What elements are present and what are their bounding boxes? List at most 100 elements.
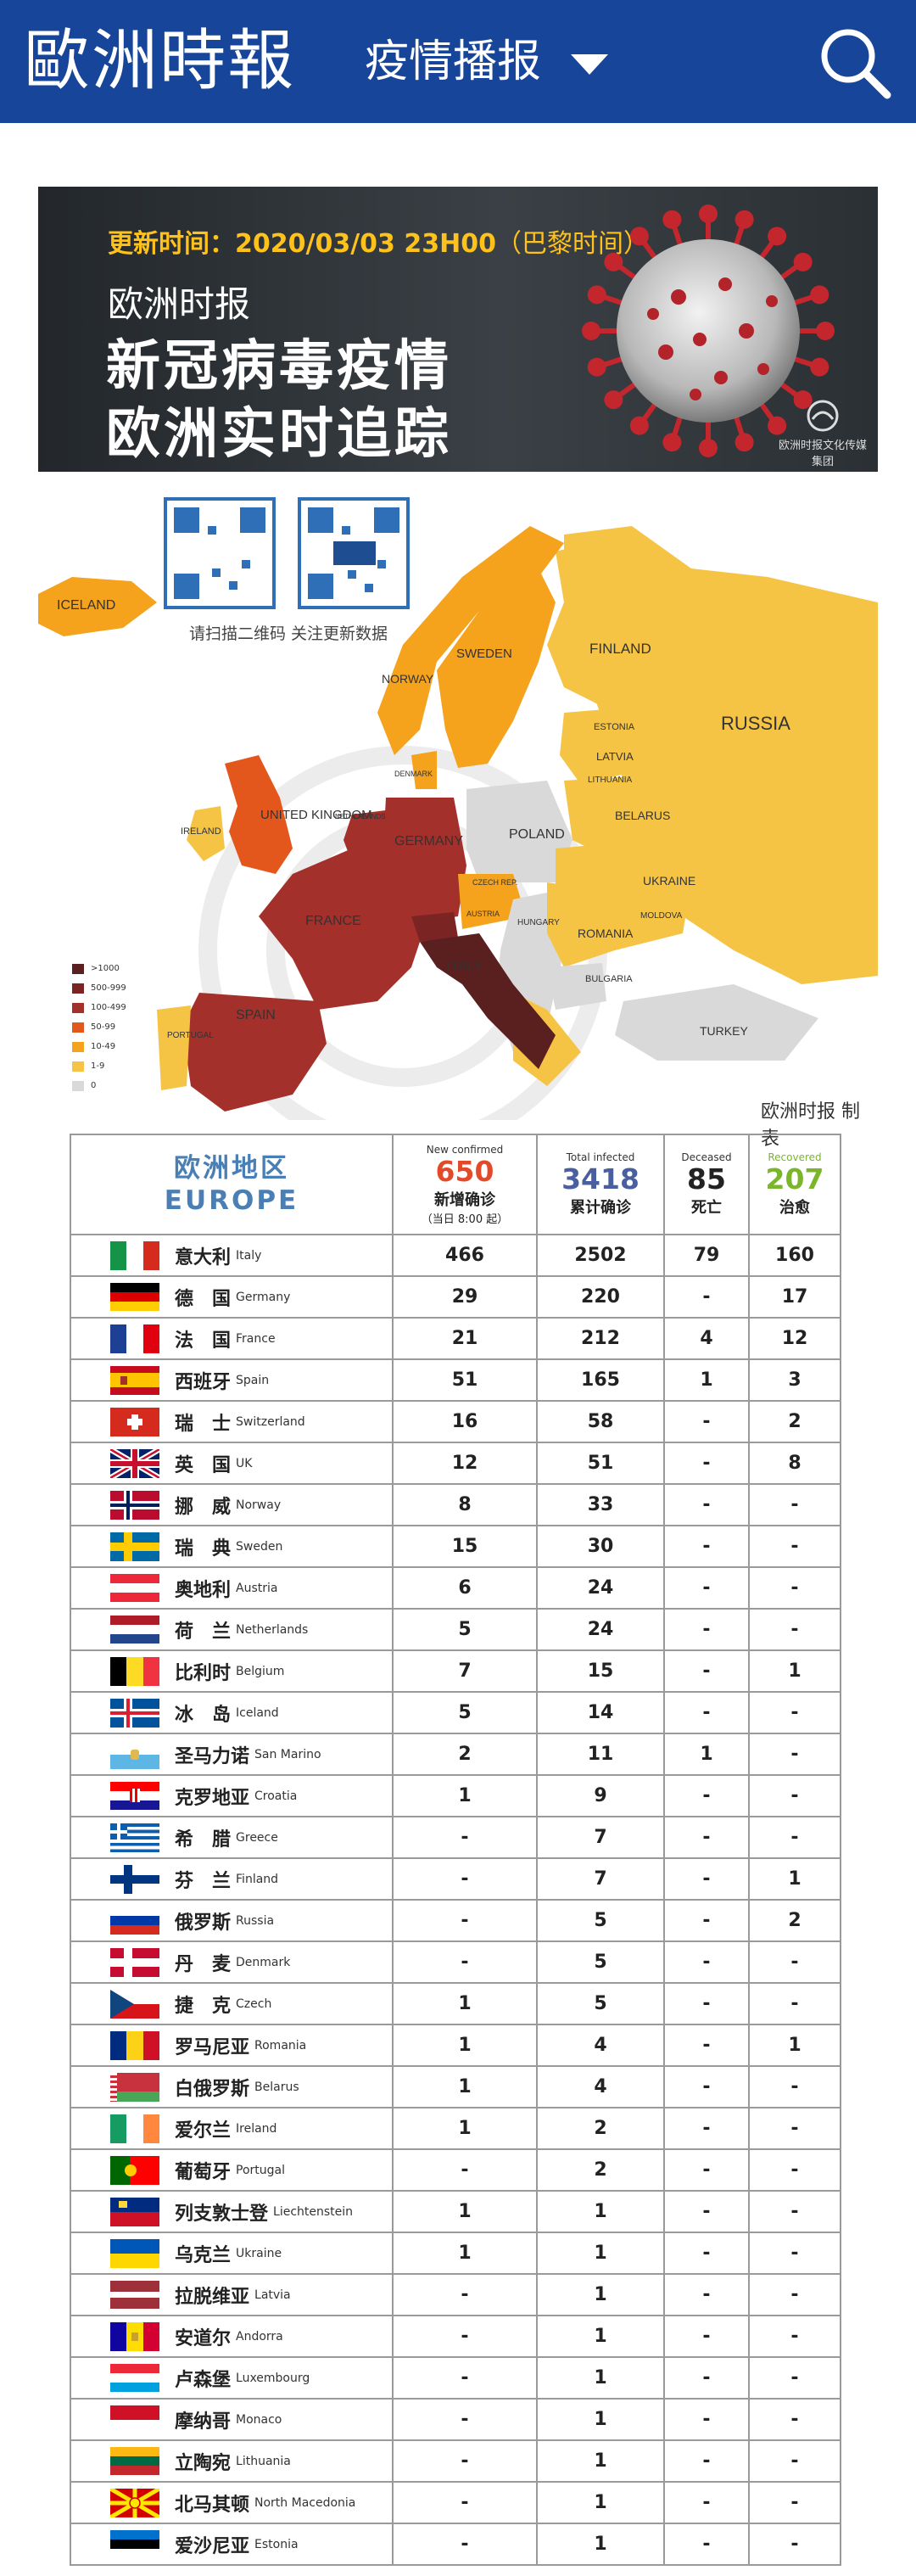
map-label-finland: FINLAND xyxy=(589,641,651,657)
country-cell: 意大利 Italy xyxy=(70,1234,394,1277)
flag-no-icon xyxy=(110,1490,159,1520)
map-label-poland: POLAND xyxy=(509,827,565,842)
legend-item: 0 xyxy=(72,1076,126,1095)
recovered-value: - xyxy=(748,2190,841,2233)
deceased-value: - xyxy=(663,2523,750,2566)
total-infected-value: 1 xyxy=(536,2356,665,2400)
country-name-en: Iceland xyxy=(236,1705,279,1720)
site-logo[interactable]: 歐洲時報 xyxy=(24,23,296,99)
country-name-cn: 奥地利 xyxy=(175,1579,232,1601)
new-confirmed-value: - xyxy=(392,2398,538,2441)
publisher-logo-icon xyxy=(807,400,839,432)
deceased-value: - xyxy=(663,1275,750,1319)
new-confirmed-value: 1 xyxy=(392,1774,538,1817)
flag-sm-icon xyxy=(110,1739,159,1769)
country-cell: 比利时 Belgium xyxy=(70,1649,394,1693)
country-name-cn: 捷 克 xyxy=(175,1995,232,2017)
recovered-value: - xyxy=(748,2481,841,2524)
new-confirmed-value: 29 xyxy=(392,1275,538,1319)
legend-swatch xyxy=(72,983,84,994)
table-row: 白俄罗斯 Belarus 1 4- - xyxy=(70,2065,841,2108)
flag-ch-icon xyxy=(110,1407,159,1436)
total-infected-value: 9 xyxy=(536,1774,665,1817)
table-row: 乌克兰 Ukraine 1 1- - xyxy=(70,2232,841,2275)
recovered-value: - xyxy=(748,2107,841,2150)
virus-illustration xyxy=(582,204,835,457)
recovered-value: 160 xyxy=(748,1234,841,1277)
table-row: 列支敦士登 Liechtenstein 1 1- - xyxy=(70,2190,841,2233)
flag-mk-icon xyxy=(110,2488,159,2517)
total-infected-value: 51 xyxy=(536,1442,665,1485)
map-legend: >1000 500-999 100-499 50-99 10-49 1-9 0 xyxy=(72,959,126,1095)
country-name-en: France xyxy=(236,1331,276,1346)
recovered-value: 8 xyxy=(748,1442,841,1485)
total-infected-value: 14 xyxy=(536,1691,665,1734)
country-cell: 罗马尼亚 Romania xyxy=(70,2024,394,2067)
recovered-value: - xyxy=(748,2398,841,2441)
total-infected-value: 1 xyxy=(536,2439,665,2483)
flag-es-icon xyxy=(110,1365,159,1395)
table-row: 俄罗斯 Russia -5-2 xyxy=(70,1899,841,1942)
recovered-value: 1 xyxy=(748,1857,841,1901)
chevron-down-icon xyxy=(570,54,608,75)
flag-be-icon xyxy=(110,1656,159,1686)
total-infected-value: 4 xyxy=(536,2024,665,2067)
new-confirmed-value: 16 xyxy=(392,1400,538,1443)
total-infected-value: 1 xyxy=(536,2190,665,2233)
flag-cz-icon xyxy=(110,1989,159,2019)
deceased-value: - xyxy=(663,1483,750,1526)
country-name-cn: 卢森堡 xyxy=(175,2369,232,2391)
deceased-value: - xyxy=(663,2273,750,2316)
flag-nl-icon xyxy=(110,1615,159,1644)
recovered-value: 1 xyxy=(748,2024,841,2067)
country-cell: 法 国 France xyxy=(70,1317,394,1360)
deceased-value: - xyxy=(663,1899,750,1942)
country-name-en: Luxembourg xyxy=(236,2371,310,2385)
country-name-en: Ukraine xyxy=(236,2246,282,2260)
table-row: 拉脱维亚 Latvia -1- - xyxy=(70,2273,841,2316)
recovered-value: - xyxy=(748,2273,841,2316)
country-cell: 瑞 典 Sweden xyxy=(70,1525,394,1568)
country-name-en: Portugal xyxy=(236,2163,285,2177)
deceased-value: - xyxy=(663,1940,750,1984)
country-name-en: North Macedonia xyxy=(254,2495,356,2510)
new-confirmed-value: - xyxy=(392,2273,538,2316)
new-confirmed-value: 1 xyxy=(392,2232,538,2275)
table-row: 瑞 士 Switzerland 16 58-2 xyxy=(70,1400,841,1443)
europe-map-graphic: ICELAND NORWAY SWEDEN FINLAND RUSSIA EST… xyxy=(38,497,878,1120)
table-row: 爱沙尼亚 Estonia -1- - xyxy=(70,2523,841,2566)
table-row: 爱尔兰 Ireland 1 2- - xyxy=(70,2107,841,2150)
recovered-value: - xyxy=(748,1982,841,2025)
map-label-russia: RUSSIA xyxy=(721,713,790,734)
deceased-value: - xyxy=(663,2315,750,2358)
recovered-value: - xyxy=(748,1483,841,1526)
total-infected-value: 1 xyxy=(536,2398,665,2441)
table-header: 欧洲地区 EUROPE New confirmed 650 新增确诊 （当日 8… xyxy=(70,1134,841,1235)
table-row: 冰 岛 Iceland 5 14- - xyxy=(70,1691,841,1734)
recovered-value: - xyxy=(748,1733,841,1776)
country-name-cn: 希 腊 xyxy=(175,1828,232,1851)
country-cell: 挪 威 Norway xyxy=(70,1483,394,1526)
country-name-en: Latvia xyxy=(254,2288,291,2302)
flag-pt-icon xyxy=(110,2155,159,2185)
map-label-sweden: SWEDEN xyxy=(456,647,512,661)
country-cell: 乌克兰 Ukraine xyxy=(70,2232,394,2275)
legend-swatch xyxy=(72,1041,84,1052)
search-icon[interactable] xyxy=(816,24,892,100)
deceased-value: - xyxy=(663,2107,750,2150)
deceased-value: - xyxy=(663,1857,750,1901)
country-name-en: Germany xyxy=(236,1290,291,1304)
new-confirmed-value: 1 xyxy=(392,2065,538,2108)
banner-brand: 欧洲时报 xyxy=(108,283,251,325)
country-name-cn: 克罗地亚 xyxy=(175,1787,250,1809)
section-menu-dropdown[interactable]: 疫情播报 xyxy=(365,24,608,100)
recovered-value: 17 xyxy=(748,1275,841,1319)
legend-label: 50-99 xyxy=(91,1022,116,1032)
table-row: 克罗地亚 Croatia 1 9- - xyxy=(70,1774,841,1817)
country-name-cn: 瑞 士 xyxy=(175,1413,232,1435)
recovered-value: - xyxy=(748,1566,841,1610)
flag-hr-icon xyxy=(110,1781,159,1811)
country-name-cn: 乌克兰 xyxy=(175,2244,232,2266)
col-deceased: Deceased 85 死亡 xyxy=(663,1134,750,1235)
deceased-value: - xyxy=(663,2190,750,2233)
